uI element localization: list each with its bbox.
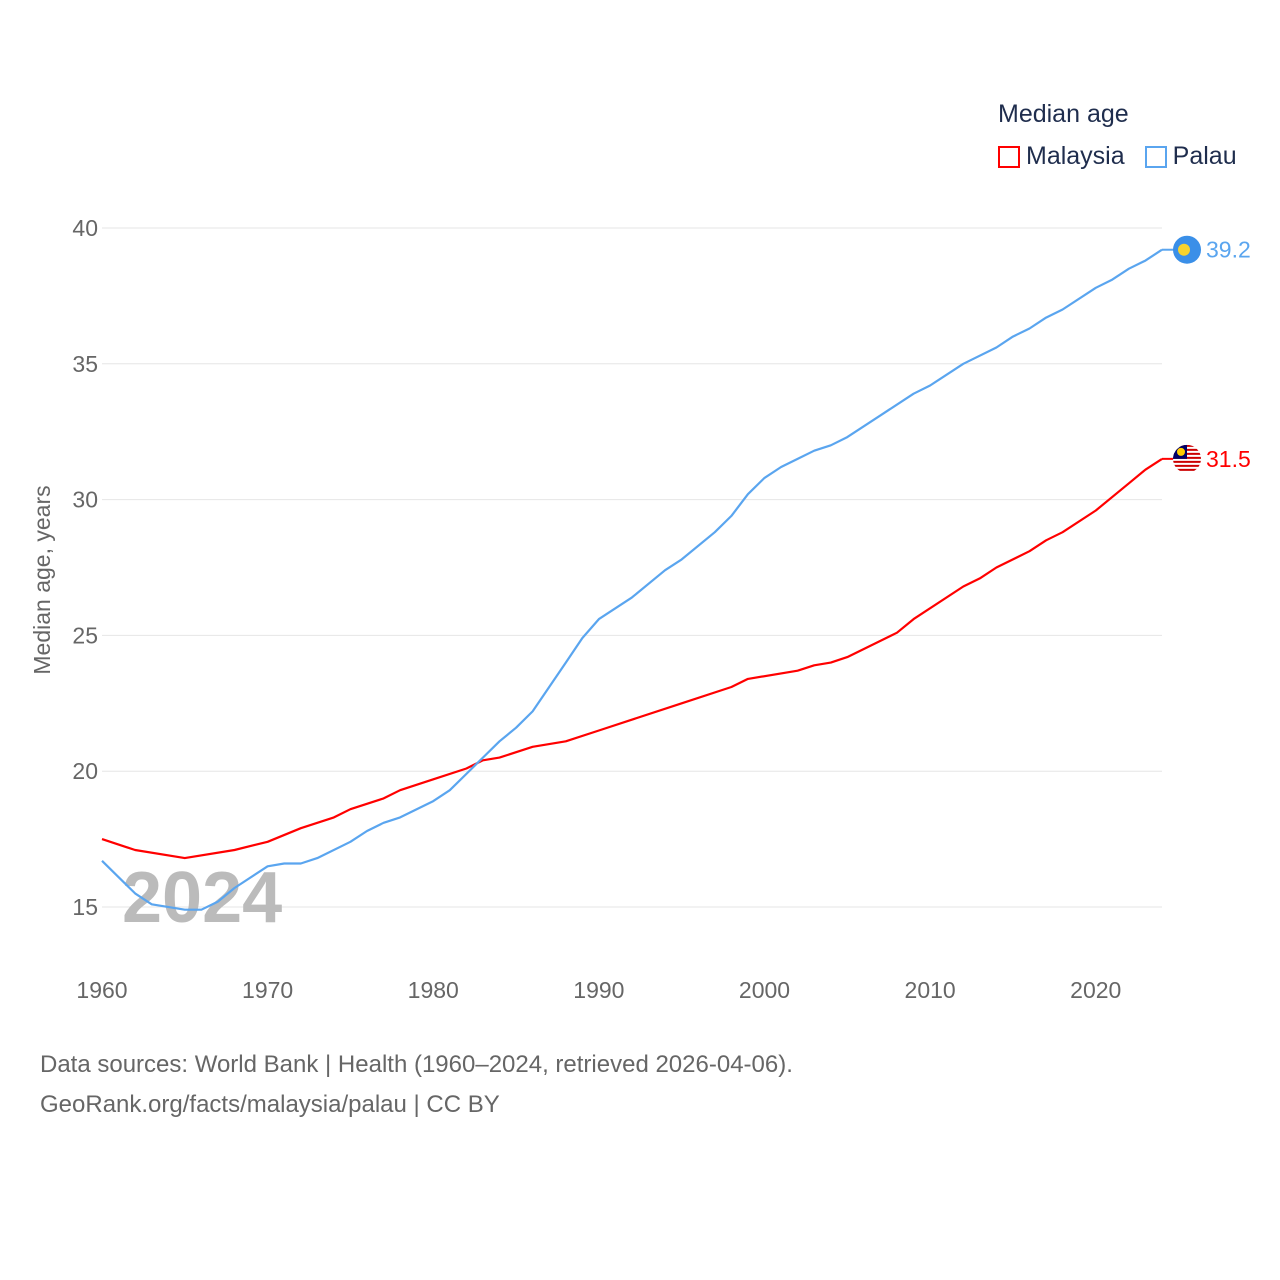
y-tick-label: 15 <box>72 894 98 920</box>
x-tick-label: 2020 <box>1070 977 1121 1003</box>
year-watermark: 2024 <box>122 858 282 938</box>
malaysia-flag-icon <box>1173 444 1201 473</box>
legend-swatch-malaysia <box>998 145 1020 168</box>
y-tick-label: 40 <box>72 215 98 241</box>
end-value-label: 31.5 <box>1206 446 1251 472</box>
y-tick-label: 35 <box>72 351 98 377</box>
series-line-malaysia <box>101 457 1163 860</box>
x-tick-label: 1990 <box>573 977 624 1003</box>
legend-swatch-palau <box>1144 145 1167 168</box>
x-tick-label: 1960 <box>76 977 127 1003</box>
legend-item-malaysia[interactable]: Malaysia <box>998 142 1125 171</box>
x-tick-label: 1970 <box>242 977 293 1003</box>
end-value-label: 39.2 <box>1206 237 1251 263</box>
source-line: Data sources: World Bank | Health (1960–… <box>40 1051 793 1078</box>
y-tick-label: 25 <box>72 622 98 648</box>
palau-flag-icon <box>1173 235 1201 264</box>
legend-item-palau[interactable]: Palau <box>1144 142 1237 171</box>
legend-label: Palau <box>1172 142 1237 170</box>
legend: Malaysia Palau <box>998 142 1237 171</box>
series-line-palau <box>101 248 1163 911</box>
source-link[interactable]: GeoRank.org/facts/malaysia/palau | CC BY <box>40 1091 500 1118</box>
x-tick-label: 2010 <box>905 977 956 1003</box>
x-tick-label: 2000 <box>739 977 790 1003</box>
x-tick-label: 1980 <box>408 977 459 1003</box>
y-axis-label: Median age, years <box>29 485 55 674</box>
y-tick-label: 20 <box>72 758 98 784</box>
y-tick-label: 30 <box>72 487 98 513</box>
source-note: Data sources: World Bank | Health (1960–… <box>40 1045 793 1125</box>
legend-label: Malaysia <box>1026 142 1125 170</box>
legend-title: Median age <box>998 100 1129 128</box>
